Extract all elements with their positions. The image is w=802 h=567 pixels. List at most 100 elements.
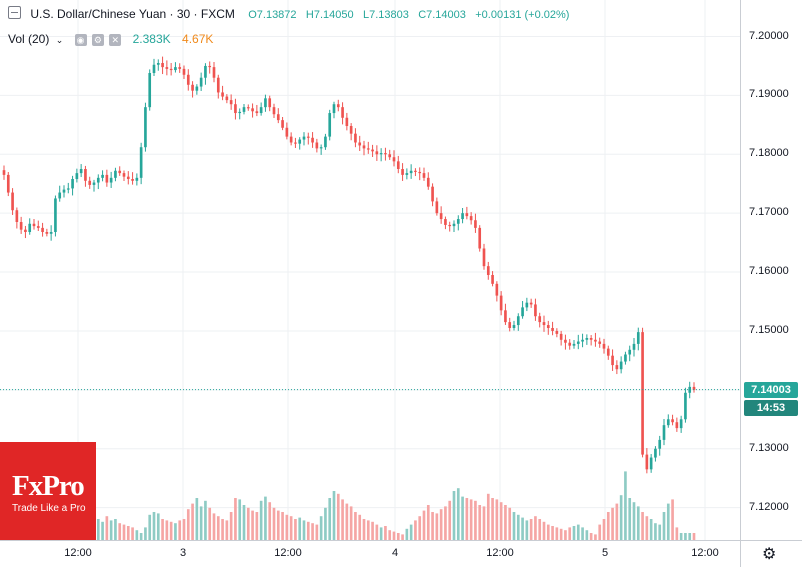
volume-bar: [456, 488, 460, 540]
candle-body: [109, 177, 113, 183]
candle-body: [294, 142, 297, 144]
candle-body: [521, 307, 524, 317]
volume-bar: [375, 524, 379, 540]
candle-body: [409, 170, 413, 174]
candle-body: [315, 142, 319, 149]
candle-body: [79, 169, 83, 174]
candle-body: [272, 107, 276, 115]
candle-body: [114, 170, 117, 178]
candle-body: [649, 457, 653, 470]
candle-body: [324, 136, 327, 148]
candle-body: [628, 349, 632, 355]
candle-body: [405, 173, 409, 175]
candle-body: [122, 173, 126, 177]
candle-body: [349, 126, 353, 134]
volume-bar: [589, 533, 593, 540]
candle-body: [358, 142, 362, 146]
volume-bar: [486, 493, 490, 540]
volume-bar: [139, 533, 143, 540]
candle-body: [589, 338, 593, 340]
candle-body: [186, 74, 190, 85]
volume-bar: [328, 498, 332, 540]
open-value: O7.13872: [248, 9, 297, 21]
chevron-down-icon[interactable]: ⌄: [55, 35, 64, 45]
volume-bar: [611, 507, 614, 540]
fxpro-logo: FxPro Trade Like a Pro: [0, 442, 96, 540]
volume-bar: [131, 527, 134, 540]
volume-bar: [491, 498, 494, 540]
gear-icon[interactable]: ⚙: [762, 546, 777, 563]
volume-bar: [615, 503, 619, 540]
candle-body: [461, 213, 464, 220]
volume-bar: [654, 523, 657, 540]
candle-body: [24, 229, 27, 233]
volume-bar: [311, 523, 314, 540]
volume-bar: [349, 506, 353, 540]
volume-bar: [298, 517, 302, 540]
volume-value-up: 2.383K: [132, 32, 171, 46]
time-axis[interactable]: 12:00 3 12:00 4 12:00 5 12:00: [0, 540, 740, 567]
candle-body: [195, 86, 199, 91]
volume-bar: [585, 530, 589, 540]
volume-bar: [662, 512, 666, 540]
price-tick-label: 7.13000: [749, 441, 789, 454]
volume-label[interactable]: Vol (20): [8, 32, 50, 46]
volume-bar: [619, 495, 623, 540]
candle-body: [311, 137, 314, 143]
volume-bar: [114, 519, 117, 540]
candle-body: [208, 65, 212, 68]
candle-body: [62, 189, 66, 193]
volume-bar: [396, 533, 400, 540]
volume-bar: [358, 514, 362, 540]
candle-body: [469, 216, 473, 221]
price-axis[interactable]: 7.20000 7.19000 7.18000 7.17000 7.16000 7.150…: [740, 0, 802, 540]
candle-body: [444, 219, 447, 225]
volume-bar: [581, 527, 584, 540]
candle-body: [6, 174, 10, 193]
candle-body: [525, 302, 529, 308]
volume-bar: [499, 502, 503, 540]
candle-body: [692, 386, 696, 390]
volume-bar: [332, 491, 336, 540]
settings-icon[interactable]: ⚙: [91, 34, 104, 46]
candle-body: [234, 104, 237, 114]
volume-bar: [238, 499, 242, 540]
time-tick-label: 5: [601, 547, 609, 559]
candle-body: [516, 316, 520, 326]
candle-body: [161, 63, 164, 68]
volume-bar: [122, 524, 126, 540]
volume-bar: [572, 526, 576, 540]
candle-body: [289, 136, 293, 143]
candle-body: [388, 154, 392, 158]
volume-bar: [684, 533, 687, 540]
collapse-icon[interactable]: [8, 6, 21, 19]
volume-bar: [281, 512, 284, 540]
candle-body: [439, 213, 443, 220]
volume-bar: [461, 496, 464, 540]
volume-bar: [688, 533, 692, 540]
candle-body: [636, 332, 640, 344]
candle-body: [456, 219, 460, 224]
candle-body: [152, 64, 156, 74]
volume-bar: [649, 519, 653, 540]
volume-bar: [422, 510, 426, 540]
candle-body: [135, 177, 139, 181]
close-icon[interactable]: ✕: [109, 34, 122, 46]
last-price-tag: 7.14003: [744, 381, 798, 398]
candle-body: [435, 201, 439, 214]
symbol-title[interactable]: U.S. Dollar/Chinese Yuan · 30 · FXCM: [30, 7, 235, 21]
volume-bar: [542, 521, 546, 540]
candle-body: [495, 283, 499, 296]
volume-bar: [264, 496, 267, 540]
volume-bar: [178, 520, 182, 540]
candle-body: [96, 177, 100, 183]
eye-icon[interactable]: ◉: [74, 34, 87, 46]
volume-bar: [431, 512, 434, 540]
candle-body: [259, 107, 263, 114]
volume-bar: [191, 503, 194, 540]
price-chart[interactable]: [0, 0, 740, 540]
volume-bar: [384, 526, 387, 540]
candle-body: [568, 342, 572, 346]
volume-bar: [598, 524, 602, 540]
volume-bar: [632, 502, 636, 540]
